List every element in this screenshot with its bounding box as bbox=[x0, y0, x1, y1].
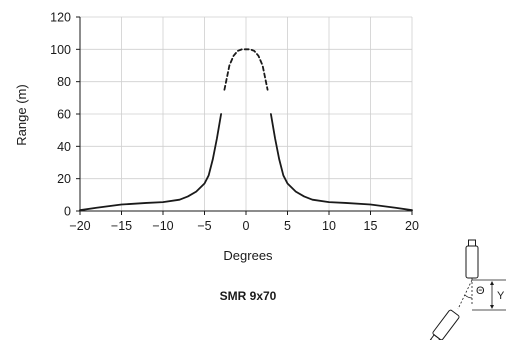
axes bbox=[76, 16, 413, 215]
y-axis-label: Range (m) bbox=[14, 84, 29, 145]
x-tick-label: −15 bbox=[111, 219, 132, 233]
x-tick-labels: −20 −15 −10 −5 0 5 10 15 20 bbox=[69, 219, 419, 233]
series-line-solid-1 bbox=[79, 113, 222, 212]
angle-arc bbox=[464, 294, 473, 299]
y-tick-label: 20 bbox=[57, 172, 71, 186]
x-tick-label: −5 bbox=[197, 219, 211, 233]
x-tick-label: 0 bbox=[243, 219, 250, 233]
y-tick-label: 80 bbox=[57, 75, 71, 89]
beam-line bbox=[457, 279, 473, 310]
series-line-solid-3 bbox=[270, 113, 413, 212]
y-tick-label: 0 bbox=[64, 205, 71, 219]
series bbox=[79, 48, 413, 212]
y-tick-label: 100 bbox=[50, 43, 71, 57]
receiver-icon bbox=[429, 309, 460, 340]
arrow-down-icon bbox=[490, 305, 494, 309]
emitter-body-icon bbox=[465, 245, 479, 279]
chart-caption: SMR 9x70 bbox=[220, 289, 277, 303]
series-line-dashed-2 bbox=[223, 48, 269, 91]
y-tick-labels: 0 20 40 60 80 100 120 bbox=[50, 11, 71, 219]
x-tick-label: −20 bbox=[69, 219, 90, 233]
x-tick-label: 15 bbox=[364, 219, 378, 233]
arrow-up-icon bbox=[490, 281, 494, 285]
x-tick-label: −10 bbox=[152, 219, 173, 233]
x-tick-label: 5 bbox=[284, 219, 291, 233]
angle-label: Θ bbox=[476, 285, 485, 297]
sensor-mount-diagram: Y Θ bbox=[429, 239, 506, 340]
x-tick-label: 20 bbox=[405, 219, 419, 233]
y-tick-label: 60 bbox=[57, 108, 71, 122]
grid bbox=[79, 16, 413, 212]
y-tick-label: 40 bbox=[57, 140, 71, 154]
y-tick-label: 120 bbox=[50, 11, 71, 25]
offset-label: Y bbox=[497, 290, 505, 302]
x-axis-label: Degrees bbox=[223, 248, 273, 263]
x-tick-label: 10 bbox=[322, 219, 336, 233]
emitter-connector-icon bbox=[468, 239, 476, 247]
